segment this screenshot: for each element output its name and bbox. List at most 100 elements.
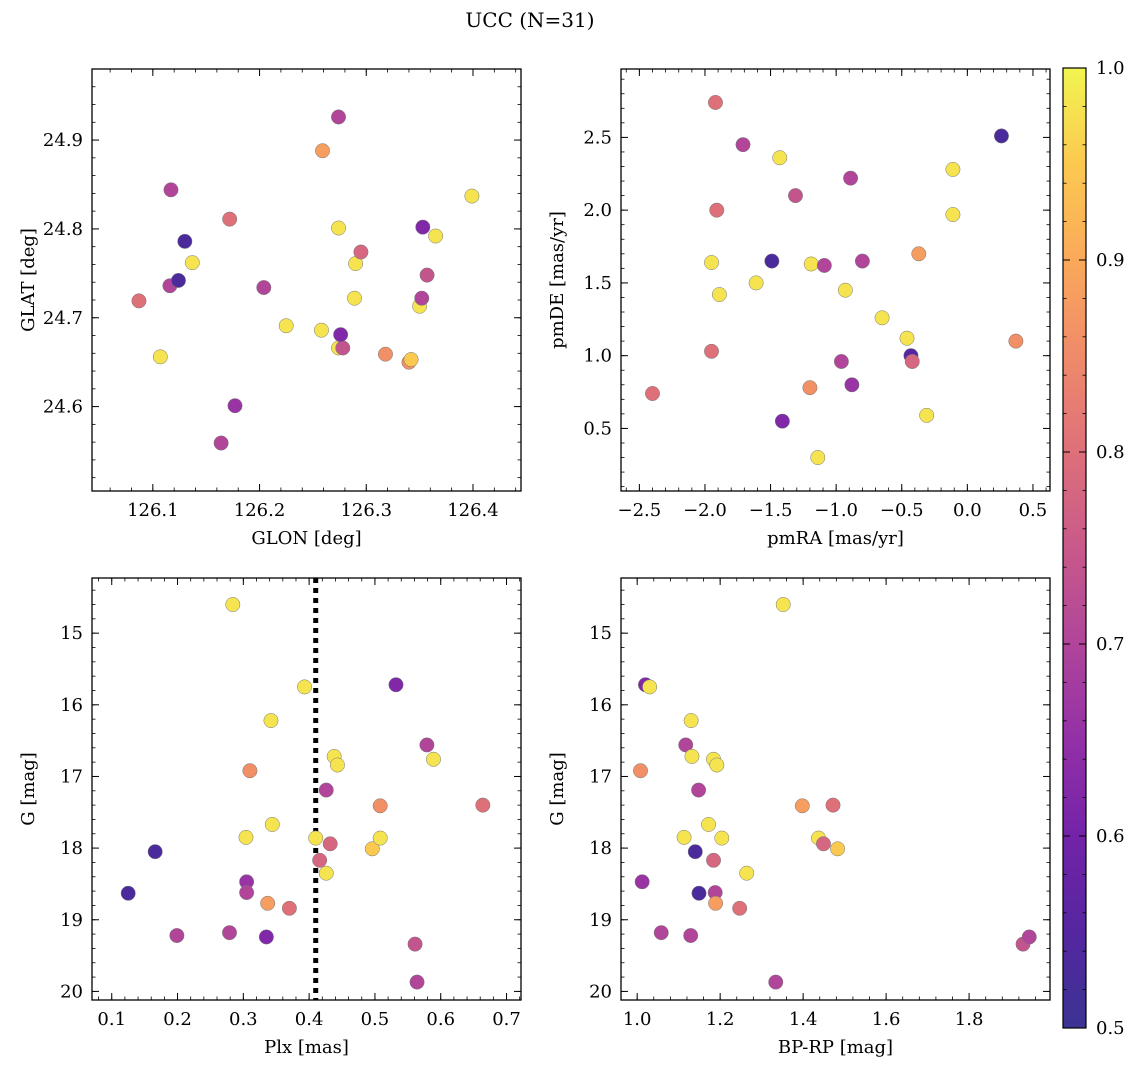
pmra-pmde-xtick-label: −2.0: [683, 500, 727, 521]
glon-glat-point: [315, 143, 330, 159]
glon-glat-point: [333, 327, 349, 343]
plx-g-ytick-label: 18: [60, 838, 83, 859]
bprp-g-point: [706, 852, 721, 868]
glon-glat-point: [222, 211, 238, 227]
glon-glat-ytick-label: 24.7: [43, 308, 83, 329]
bprp-g-point: [691, 885, 707, 901]
pmra-pmde-ytick-label: 1.5: [583, 273, 612, 294]
plx-g-point: [318, 782, 334, 798]
glon-glat-point: [331, 220, 346, 236]
bprp-g-point: [714, 830, 730, 846]
plx-g-xtick-label: 0.1: [97, 1009, 126, 1030]
glon-glat-point: [313, 322, 329, 338]
pmra-pmde-point: [899, 330, 915, 346]
bprp-g-point: [732, 900, 748, 916]
glon-glat-point: [464, 188, 480, 204]
bprp-g-point: [794, 798, 810, 814]
pmra-pmde-axes-frame: [620, 68, 1051, 492]
pmra-pmde-xtick-label: −1.5: [749, 500, 793, 521]
bprp-g-point: [1021, 929, 1037, 945]
bprp-g-point: [768, 974, 784, 990]
bprp-g-point: [830, 841, 846, 857]
plx-g-ytick-label: 15: [60, 623, 83, 644]
bprp-g-point: [676, 829, 692, 845]
bprp-g-ytick-label: 18: [589, 838, 612, 859]
plx-g-point: [222, 925, 237, 941]
bprp-g-ytick-label: 15: [589, 623, 612, 644]
glon-glat-ytick-label: 24.9: [43, 130, 83, 151]
plx-g-xtick-label: 0.3: [229, 1009, 258, 1030]
glon-glat-xtick-label: 126.1: [127, 500, 179, 521]
bprp-g-point: [691, 782, 707, 798]
pmra-pmde-point: [735, 137, 751, 153]
pmra-pmde-point: [810, 450, 826, 465]
pmra-pmde-point: [772, 150, 788, 166]
glon-glat-point: [213, 435, 229, 451]
glon-glat-xtick-label: 126.2: [234, 500, 286, 521]
pmra-pmde-ytick-label: 2.0: [583, 200, 612, 221]
plx-g-point: [239, 885, 255, 900]
glon-glat-point: [419, 267, 435, 283]
plx-g-xtick-label: 0.5: [361, 1009, 390, 1030]
bprp-g-xtick-label: 1.8: [955, 1009, 984, 1030]
glon-glat-point: [184, 255, 200, 271]
plx-g-xlabel: Plx [mas]: [264, 1037, 349, 1058]
plx-g-point: [419, 737, 435, 753]
glon-glat-ytick-label: 24.8: [43, 219, 83, 240]
glon-glat-scatter-panel: 126.1 126.2 126.3 126.4 24.6 24.7 24.8 24.9 GLON…: [18, 68, 522, 549]
plx-g-point: [388, 677, 404, 693]
colorbar-tick-label: 0.6: [1096, 826, 1125, 847]
bprp-g-ytick-label: 16: [589, 695, 612, 716]
plx-g-point: [426, 751, 441, 767]
glon-glat-point: [227, 398, 243, 414]
glon-glat-point: [428, 228, 444, 244]
colorbar-tick-label: 0.5: [1096, 1018, 1125, 1039]
glon-glat-point: [415, 219, 431, 235]
pmra-pmde-point: [919, 407, 935, 423]
plx-g-point: [372, 830, 388, 846]
pmra-pmde-ytick-label: 1.0: [583, 346, 612, 367]
glon-glat-point: [335, 340, 351, 356]
plx-g-ylabel: G [mag]: [18, 752, 39, 825]
glon-glat-point: [177, 233, 193, 249]
pmra-pmde-xtick-label: 0.5: [1019, 500, 1048, 521]
pmra-pmde-point: [945, 161, 961, 177]
plx-g-point: [238, 829, 254, 845]
glon-glat-xlabel: GLON [deg]: [251, 528, 361, 549]
bprp-g-ytick-label: 17: [589, 766, 612, 787]
pmra-pmde-xtick-label: −0.5: [880, 500, 924, 521]
bprp-g-point: [678, 737, 694, 753]
glon-glat-point: [347, 290, 362, 306]
plx-g-xtick-label: 0.7: [492, 1009, 521, 1030]
plx-g-point: [372, 798, 388, 814]
bprp-g-point: [683, 713, 699, 729]
glon-glat-ytick-label: 24.6: [43, 397, 83, 418]
colorbar: 0.5 0.6 0.7 0.8 0.9 1.0: [1062, 58, 1125, 1039]
bprp-g-point: [701, 817, 716, 832]
pmra-pmde-point: [844, 377, 860, 393]
plx-g-scatter-panel: 0.1 0.2 0.3 0.4 0.5 0.6 0.7 15 16 17 18 19 20 Plx [ma…: [18, 577, 522, 1058]
plx-g-point: [147, 844, 163, 860]
plx-g-point: [297, 679, 312, 695]
plx-g-point: [364, 841, 380, 857]
pmra-pmde-point: [854, 253, 870, 269]
pmra-pmde-point: [704, 255, 719, 270]
plx-g-point: [258, 929, 274, 945]
pmra-pmde-xtick-label: −1.0: [814, 500, 858, 521]
bprp-g-point: [825, 797, 841, 813]
bprp-g-point: [683, 928, 699, 943]
pmra-pmde-point: [816, 257, 832, 273]
plx-g-xtick-label: 0.6: [426, 1009, 455, 1030]
pmra-pmde-xlabel: pmRA [mas/yr]: [767, 528, 904, 549]
bprp-g-point: [642, 679, 658, 695]
pmra-pmde-xtick-label: 0.0: [953, 500, 982, 521]
plx-g-point: [169, 928, 185, 943]
plx-g-point: [475, 797, 491, 813]
bprp-g-scatter-panel: 1.0 1.2 1.4 1.6 1.8 15 16 17 18 19 20 BP-RP [mag] G …: [547, 577, 1051, 1058]
pmra-pmde-point: [803, 256, 819, 272]
pmra-pmde-point: [748, 275, 764, 291]
glon-glat-point: [414, 290, 430, 306]
pmra-pmde-xtick-label: −2.5: [618, 500, 662, 521]
pmra-pmde-point: [711, 287, 727, 303]
plx-g-point: [260, 895, 276, 911]
